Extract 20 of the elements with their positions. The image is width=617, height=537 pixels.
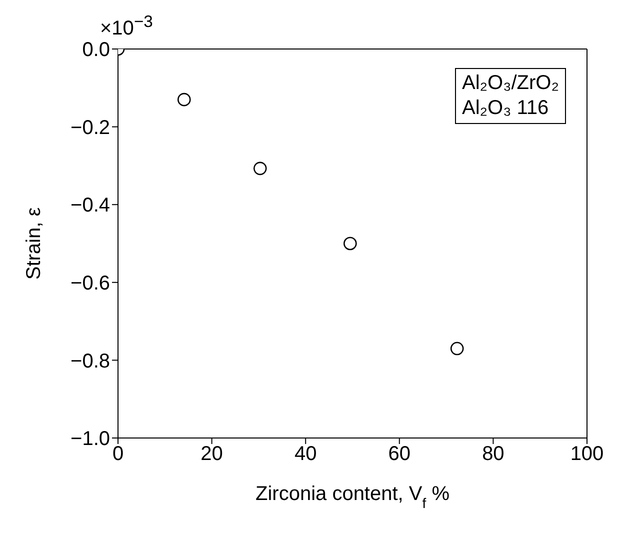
text: ×10$^{−3}$ (100, 12, 153, 41)
y-tick-label: 0.0 (82, 39, 110, 62)
x-tick-label: 40 (294, 443, 317, 466)
y-tick-label: −0.4 (70, 194, 110, 217)
point (253, 162, 267, 176)
x-axis-title: Zirconia content, V$_{f}$ % (256, 483, 450, 511)
x-tick-label: 80 (482, 443, 504, 466)
x-tick-label: 0 (112, 443, 124, 466)
y-axis-title: Strain, ε (23, 207, 45, 280)
x-tick-label: 100 (570, 443, 604, 466)
point (177, 92, 191, 106)
y-tick-label: −0.6 (70, 272, 110, 294)
y-tick-label: −1.0 (70, 428, 110, 450)
point (450, 342, 464, 356)
x-tick-label: 20 (200, 443, 223, 466)
y-tick-label: −0.2 (70, 116, 110, 139)
annotation: Al₂O₃/ZrO₂ Al₂O₃ 116 (454, 68, 566, 124)
point (344, 236, 357, 250)
x-tick-label: 60 (388, 443, 411, 466)
y-tick-label: −0.8 (70, 350, 110, 372)
